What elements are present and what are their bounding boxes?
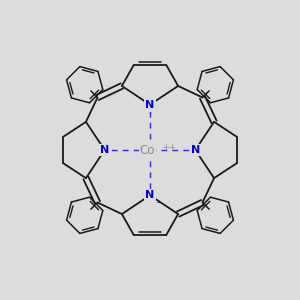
Text: N: N [191, 145, 200, 155]
Text: ++: ++ [163, 143, 176, 152]
Text: Co: Co [140, 143, 155, 157]
Text: N: N [146, 190, 154, 200]
Text: N: N [100, 145, 109, 155]
Text: N: N [146, 100, 154, 110]
Text: -: - [156, 197, 160, 207]
